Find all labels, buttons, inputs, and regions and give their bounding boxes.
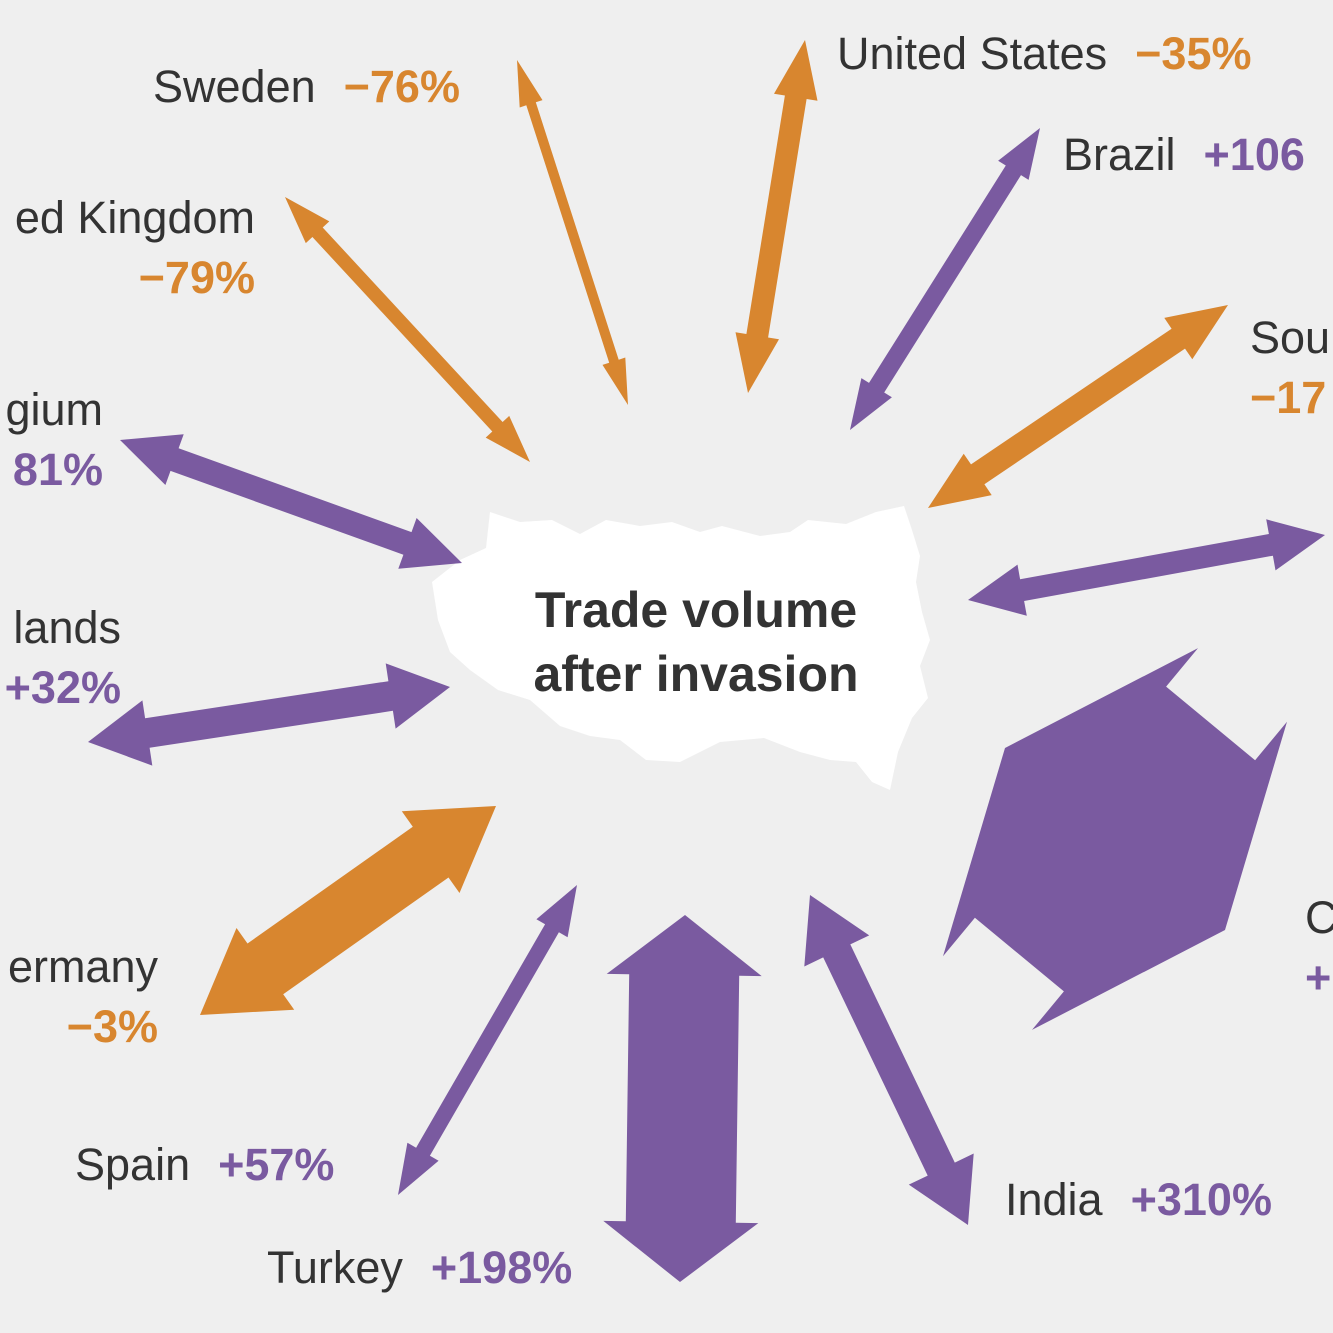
trade-arrow-spain xyxy=(398,885,577,1195)
country-name: ed Kingdom xyxy=(14,192,255,243)
trade-change: +106 xyxy=(1203,129,1305,180)
country-name: United States xyxy=(837,28,1108,79)
trade-arrow-netherlands xyxy=(88,663,450,766)
country-name: Turkey xyxy=(267,1242,403,1293)
label-netherlands: lands +32% xyxy=(5,598,121,718)
trade-change: 81% xyxy=(12,444,103,495)
trade-arrow-united-states xyxy=(735,40,818,393)
trade-change: + xyxy=(1305,952,1332,1003)
country-name: C xyxy=(1305,892,1333,943)
label-spain: Spain +57% xyxy=(75,1135,334,1195)
trade-change: +198% xyxy=(430,1242,573,1293)
country-name: gium xyxy=(5,384,103,435)
russia-map-silhouette xyxy=(432,506,930,790)
trade-arrow-china xyxy=(943,648,1287,1030)
trade-arrow-belgium xyxy=(120,434,462,569)
country-name: India xyxy=(1005,1174,1103,1225)
trade-arrow-turkey xyxy=(603,915,762,1282)
country-name: Spain xyxy=(75,1139,191,1190)
country-name: Brazil xyxy=(1063,129,1176,180)
trade-arrow-sweden xyxy=(517,60,628,405)
country-name: Sou xyxy=(1250,312,1331,363)
label-china: C + xyxy=(1305,888,1333,1008)
trade-arrow-brazil xyxy=(850,128,1040,430)
country-name: ermany xyxy=(7,941,158,992)
trade-arrow-japan xyxy=(968,519,1325,616)
label-india: India +310% xyxy=(1005,1170,1272,1230)
diagram-title: Trade volume after invasion xyxy=(470,578,922,706)
trade-change: −3% xyxy=(66,1001,158,1052)
label-united-kingdom: ed Kingdom −79% xyxy=(15,188,255,308)
trade-change: −76% xyxy=(343,61,460,112)
country-name: Sweden xyxy=(153,61,316,112)
label-united-states: United States −35% xyxy=(837,24,1252,84)
trade-change: +32% xyxy=(4,662,121,713)
trade-change: +310% xyxy=(1130,1174,1272,1225)
label-south-korea: Sou −17 xyxy=(1250,308,1330,428)
title-line-1: Trade volume xyxy=(534,582,858,638)
label-belgium: gium 81% xyxy=(5,380,103,500)
label-turkey: Turkey +198% xyxy=(267,1238,572,1298)
country-name: lands xyxy=(13,602,121,653)
trade-change: +57% xyxy=(218,1139,335,1190)
trade-arrow-india xyxy=(804,895,974,1225)
label-sweden: Sweden −76% xyxy=(153,57,460,117)
label-germany: ermany −3% xyxy=(8,937,158,1057)
label-brazil: Brazil +106 xyxy=(1063,125,1305,185)
trade-change: −35% xyxy=(1135,28,1252,79)
trade-change: −79% xyxy=(138,252,255,303)
title-line-2: after invasion xyxy=(533,646,859,702)
trade-arrow-south-korea xyxy=(928,305,1228,508)
trade-change: −17 xyxy=(1250,372,1327,423)
trade-arrow-united-kingdom xyxy=(285,197,530,462)
trade-arrow-germany xyxy=(200,806,496,1015)
